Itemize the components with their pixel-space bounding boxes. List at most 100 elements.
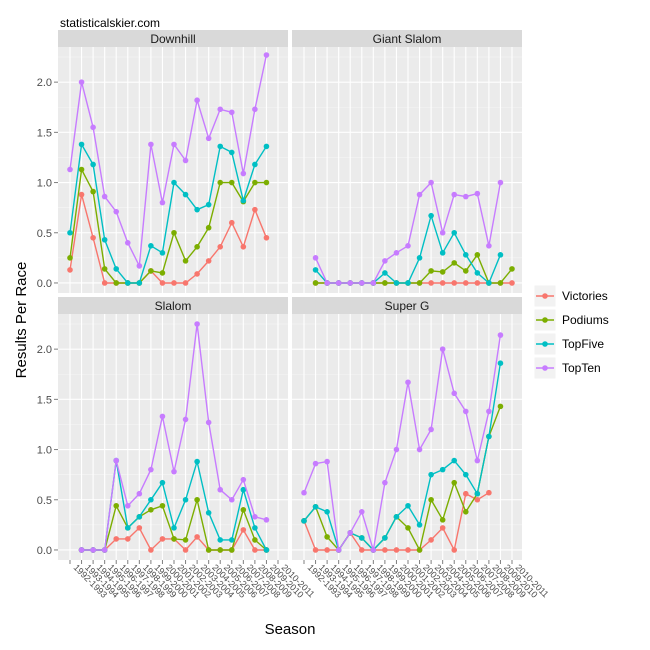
data-point-podiums	[78, 166, 85, 173]
data-point-victories	[382, 547, 388, 553]
data-point-topten	[405, 243, 411, 249]
data-point-victories	[428, 537, 434, 543]
data-point-podiums	[451, 479, 458, 486]
data-point-podiums	[148, 268, 154, 274]
series-line-podiums	[69, 167, 267, 284]
data-point-victories	[462, 490, 469, 497]
data-point-topten	[439, 229, 446, 236]
data-point-topten	[474, 190, 481, 197]
panel-background	[58, 314, 288, 560]
data-point-victories	[451, 280, 458, 286]
data-point-topten	[382, 479, 388, 486]
legend-key-point	[542, 341, 548, 347]
series-line-podiums	[303, 406, 502, 553]
watermark: statisticalskier.com	[60, 16, 161, 30]
data-point-podiums	[263, 179, 270, 186]
data-point-topten	[217, 106, 224, 113]
facet-title: Giant Slalom	[373, 32, 442, 46]
data-point-podiums	[252, 179, 258, 186]
data-point-podiums	[509, 266, 515, 272]
data-point-topten	[462, 193, 469, 200]
data-point-topten	[124, 239, 131, 246]
data-point-podiums	[113, 502, 120, 509]
data-point-topten	[335, 547, 342, 553]
data-point-topten	[393, 250, 400, 256]
data-point-topten	[78, 79, 85, 85]
data-point-topten	[124, 502, 131, 509]
data-point-topfive	[428, 471, 434, 478]
facet-title: Slalom	[155, 299, 192, 313]
data-point-topfive	[474, 490, 481, 497]
data-point-topten	[205, 135, 212, 142]
data-point-topfive	[90, 161, 96, 168]
data-point-topten	[416, 446, 423, 453]
data-point-victories	[194, 271, 200, 277]
data-point-podiums	[428, 268, 434, 274]
data-point-podiums	[217, 179, 224, 186]
data-point-victories	[486, 489, 492, 496]
data-point-podiums	[101, 266, 108, 272]
panel-background	[292, 314, 522, 560]
data-point-topfive	[159, 250, 166, 256]
data-point-podiums	[205, 224, 212, 231]
data-point-topfive	[416, 522, 423, 528]
data-point-podiums	[462, 509, 469, 515]
data-point-topten	[171, 141, 177, 148]
data-point-topten	[136, 490, 143, 497]
data-point-podiums	[439, 269, 446, 275]
data-point-topten	[462, 408, 469, 415]
data-point-topten	[347, 280, 354, 286]
data-point-victories	[252, 547, 258, 553]
data-point-topfive	[205, 510, 212, 516]
data-point-podiums	[382, 280, 388, 286]
data-point-victories	[252, 206, 258, 213]
legend-label: TopTen	[562, 361, 601, 375]
legend-label: TopFive	[562, 337, 604, 351]
data-point-topten	[182, 416, 189, 423]
data-point-topfive	[159, 479, 166, 486]
data-point-podiums	[324, 534, 330, 540]
y-tick-label: 1.0	[37, 178, 52, 190]
data-point-topfive	[136, 280, 143, 286]
data-point-topfive	[136, 514, 143, 520]
data-point-topfive	[171, 179, 177, 186]
data-point-podiums	[171, 229, 177, 236]
data-point-topfive	[312, 267, 319, 273]
series-line-topten	[69, 54, 268, 269]
data-point-topfive	[228, 537, 235, 543]
data-point-topten	[113, 208, 120, 215]
series-line-topfive	[303, 363, 502, 552]
data-point-topten	[148, 466, 154, 473]
data-point-topten	[486, 243, 492, 249]
data-point-topfive	[194, 458, 200, 465]
data-point-podiums	[67, 255, 73, 261]
data-point-topten	[451, 191, 458, 198]
y-tick-label: 0.0	[37, 545, 52, 557]
data-point-topfive	[382, 535, 388, 541]
data-point-victories	[159, 280, 166, 286]
data-point-victories	[124, 536, 131, 542]
data-point-podiums	[474, 252, 481, 258]
data-point-topfive	[324, 509, 330, 515]
data-point-topten	[205, 419, 212, 426]
data-point-topfive	[205, 201, 212, 208]
data-point-topten	[358, 509, 365, 515]
data-point-topten	[370, 547, 377, 553]
data-point-topten	[194, 97, 200, 104]
data-point-topten	[324, 280, 330, 286]
data-point-victories	[171, 280, 177, 286]
data-point-podiums	[405, 525, 411, 531]
data-point-topten	[358, 280, 365, 286]
y-tick-label: 1.0	[37, 445, 52, 457]
data-point-topfive	[101, 236, 108, 243]
data-point-victories	[194, 534, 200, 540]
data-point-victories	[462, 280, 469, 286]
data-point-topten	[486, 408, 492, 415]
legend-label: Victories	[562, 289, 608, 303]
data-point-topten	[324, 458, 330, 465]
data-point-podiums	[182, 258, 189, 264]
facet-strip	[58, 30, 288, 47]
data-point-topfive	[124, 280, 131, 286]
data-point-victories	[136, 525, 143, 531]
